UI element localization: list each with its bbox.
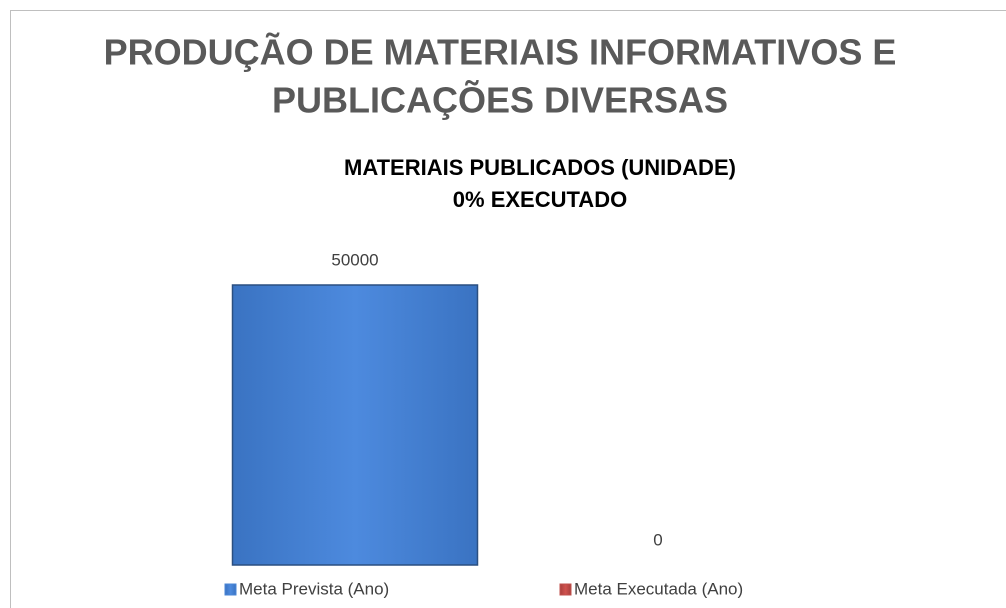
chart-subtitle: MATERIAIS PUBLICADOS (UNIDADE) bbox=[344, 155, 736, 180]
value-label: 0 bbox=[653, 530, 662, 549]
bar bbox=[231, 284, 479, 566]
chart-title: PUBLICAÇÕES DIVERSAS bbox=[272, 79, 728, 121]
legend-label: Meta Prevista (Ano) bbox=[239, 579, 389, 598]
legend-swatch bbox=[559, 583, 572, 596]
chart-subtitle: 0% EXECUTADO bbox=[453, 187, 627, 212]
chart-frame bbox=[10, 10, 1006, 608]
chart-title: PRODUÇÃO DE MATERIAIS INFORMATIVOS E bbox=[104, 31, 897, 73]
value-label: 50000 bbox=[331, 250, 378, 269]
legend-swatch bbox=[224, 583, 237, 596]
legend-label: Meta Executada (Ano) bbox=[574, 579, 743, 598]
